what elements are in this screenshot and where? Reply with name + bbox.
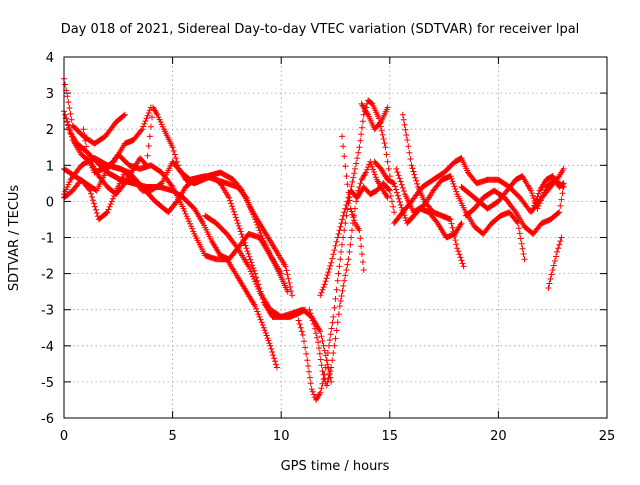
series-markers [202, 212, 335, 385]
x-tick-label: 20 [490, 429, 507, 444]
series-track-7 [80, 104, 154, 176]
series-markers [462, 184, 567, 237]
y-tick-label: -6 [41, 412, 54, 427]
series-track-9 [295, 97, 393, 403]
y-tick-label: 0 [46, 195, 54, 210]
series-track-15 [399, 111, 467, 270]
series-track-11 [317, 180, 398, 299]
y-tick-label: -3 [41, 304, 54, 319]
y-axis-label: SDTVAR / TECUs [7, 185, 22, 292]
series-track-20 [530, 173, 567, 212]
y-tick-label: 2 [46, 123, 54, 138]
series-track-13 [358, 100, 391, 133]
y-tick-label: -2 [41, 268, 54, 283]
series-markers [530, 173, 567, 212]
series-track-14 [371, 158, 465, 241]
series-markers [458, 173, 567, 212]
plot-frame [63, 56, 608, 419]
series-markers [358, 100, 391, 133]
data-series [61, 75, 567, 403]
x-tick-label: 5 [168, 429, 176, 444]
x-tick-label: 25 [599, 429, 616, 444]
axis-ticks: 0 5 10 15 20 25 -6 -5 -4 -3 -2 -1 0 1 2 3 4 [41, 51, 615, 444]
series-track-19 [462, 184, 567, 237]
series-markers [80, 104, 154, 176]
y-tick-label: 4 [46, 51, 54, 66]
y-tick-label: -4 [41, 340, 54, 355]
y-tick-label: 1 [46, 159, 54, 174]
series-markers [317, 180, 398, 299]
series-track-8 [202, 212, 335, 385]
series-markers [545, 234, 565, 291]
y-tick-label: -1 [41, 232, 54, 247]
x-axis-label: GPS time / hours [281, 459, 390, 474]
x-tick-label: 0 [60, 429, 68, 444]
series-track-18 [458, 173, 567, 212]
series-markers [339, 133, 367, 273]
series-track-12 [339, 133, 367, 273]
series-track-21 [545, 234, 565, 291]
series-markers [295, 97, 393, 403]
series-markers [371, 158, 465, 241]
chart-title: Day 018 of 2021, Sidereal Day-to-day VTE… [61, 22, 580, 37]
y-tick-label: 3 [46, 87, 54, 102]
y-tick-label: -5 [41, 376, 54, 391]
x-tick-label: 15 [382, 429, 399, 444]
series-markers [399, 111, 467, 270]
x-tick-label: 10 [273, 429, 290, 444]
